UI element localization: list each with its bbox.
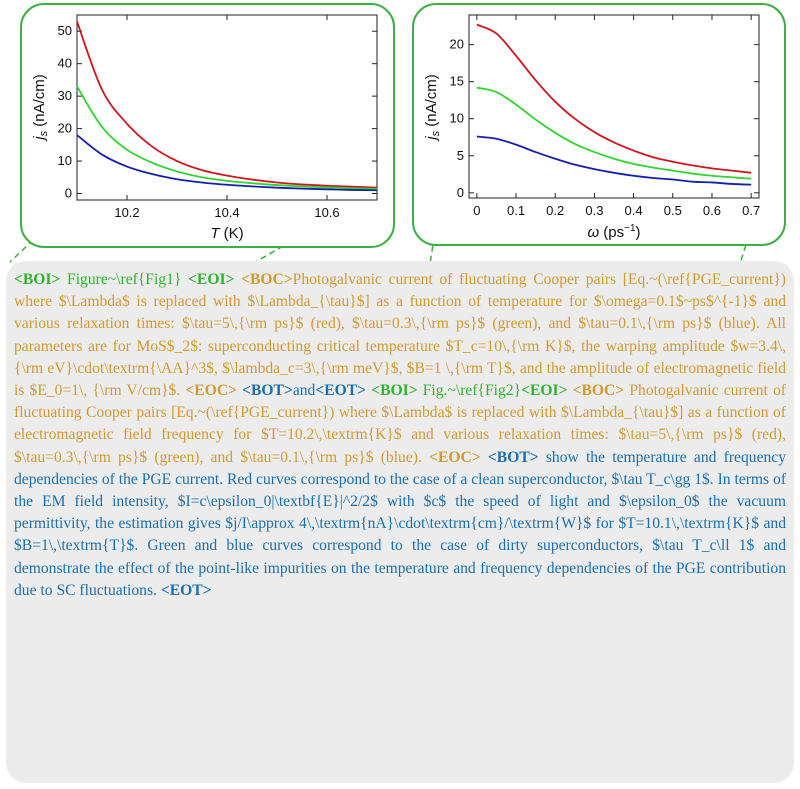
y-tick-label: 20 [450,37,464,52]
x-tick-label: 0.1 [507,203,525,218]
y-tick-label: 50 [58,23,72,38]
caption-tag: <BOT> [242,382,293,400]
caption-tag: <BOC> [572,382,625,400]
caption-segment [481,449,488,466]
curves [76,21,378,192]
x-tick-label: 0.2 [546,203,564,218]
series-line-blue [476,135,752,186]
x-tick-label: 10.6 [314,205,339,220]
caption-segment: Photogalvanic current of fluctuating Coo… [14,271,786,400]
x-tick-label: 0.7 [742,203,760,218]
x-tick-label: 0 [473,203,480,218]
y-axis-label: js (nA/cm) [31,74,50,142]
y-tick-label: 0 [457,185,464,200]
figure-2-panel: 0 5 10 15 20 0 0.1 0.2 0.3 0.4 0.5 0.6 0.7 ω (ps−1)… [412,3,786,246]
y-axis-ticks: 0 10 20 30 40 50 [58,23,377,201]
y-tick-label: 15 [450,74,464,89]
x-axis-ticks: 0 0.1 0.2 0.3 0.4 0.5 0.6 0.7 [473,15,760,218]
caption-segment: show the temperature and frequency depen… [14,448,787,599]
y-axis-label: js (nA/cm) [423,74,442,142]
caption-tag: <BOI> [14,271,61,288]
x-tick-label: 10.4 [214,205,239,220]
x-tick-label: 0.4 [625,203,643,218]
y-tick-label: 10 [450,111,464,126]
caption-tag: <EOC> [185,382,237,400]
caption-tag: <BOT> [487,448,539,466]
x-tick-label: 0.3 [585,203,603,218]
plot-frame [76,14,378,201]
series-line-red [476,23,752,174]
figure-1-chart: 0 10 20 30 40 50 10.2 10.4 10.6 T (K) js (nA/cm… [31,14,378,242]
curves [476,23,752,186]
x-axis-ticks: 10.2 10.4 10.6 [114,15,340,220]
figure-2-chart: 0 5 10 15 20 0 0.1 0.2 0.3 0.4 0.5 0.6 0.7 ω (ps−1)… [423,14,760,241]
caption-tag: <EOC> [429,448,481,466]
caption-text: <BOI> Figure~\ref{Fig1} <EOI> <BOC>Photo… [14,269,786,602]
figure-1-panel: 0 10 20 30 40 50 10.2 10.4 10.6 T (K) js (nA/cm… [20,3,395,248]
caption-tag: <EOT> [315,382,367,400]
y-tick-label: 10 [58,153,72,168]
caption-segment: Photogalvanic current of fluctuating Coo… [14,382,786,466]
y-tick-label: 0 [65,186,72,201]
series-line-red [76,21,378,189]
x-tick-label: 0.5 [664,203,682,218]
y-axis-ticks: 0 5 10 15 20 [450,37,759,200]
y-tick-label: 20 [58,121,72,136]
caption-segment: Fig.~\ref{Fig2} [417,382,522,400]
caption-box: <BOI> Figure~\ref{Fig1} <EOI> <BOC>Photo… [6,261,794,783]
series-line-blue [76,134,378,192]
x-axis-label: ω (ps−1) [587,223,640,241]
series-line-green [76,85,378,190]
caption-tag: <EOT> [160,581,212,599]
caption-tag: <EOI> [188,271,235,288]
plot-frame [468,14,760,199]
caption-tag: <EOI> [521,382,568,400]
x-tick-label: 0.6 [703,203,721,218]
y-tick-label: 40 [58,56,72,71]
caption-tag: <BOC> [241,271,293,288]
y-tick-label: 30 [58,88,72,103]
caption-segment: Figure~\ref{Fig1} [60,271,189,288]
x-axis-label: T (K) [210,225,243,242]
caption-segment: and [292,382,316,400]
series-line-green [476,86,752,180]
caption-tag: <BOI> [371,382,418,400]
y-tick-label: 5 [457,148,464,163]
connector-line [9,225,49,263]
x-tick-label: 10.2 [114,205,139,220]
